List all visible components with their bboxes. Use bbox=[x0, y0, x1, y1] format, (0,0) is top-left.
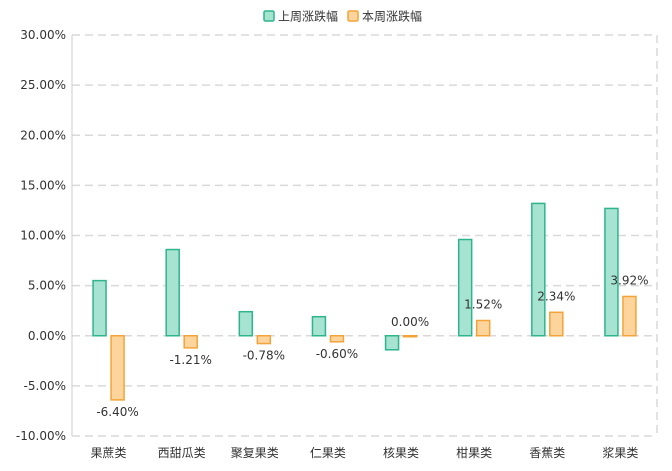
legend-swatch bbox=[347, 10, 359, 22]
y-tick-label: -5.00% bbox=[24, 379, 66, 393]
data-label: 2.34% bbox=[537, 289, 575, 303]
x-tick-label: 柑果类 bbox=[456, 445, 492, 460]
bar-series-2 bbox=[110, 335, 125, 401]
legend-label: 本周涨跌幅 bbox=[362, 9, 422, 24]
legend-swatch bbox=[263, 10, 275, 22]
data-label: -6.40% bbox=[96, 405, 138, 419]
y-tick-label: 0.00% bbox=[28, 329, 66, 343]
y-tick-label: 25.00% bbox=[20, 78, 66, 92]
y-tick-label: 15.00% bbox=[20, 178, 66, 192]
bar-series-1 bbox=[165, 248, 180, 337]
data-label: -1.21% bbox=[169, 353, 211, 367]
data-label: 0.00% bbox=[391, 315, 429, 329]
x-tick-label: 浆果类 bbox=[602, 445, 638, 460]
legend-label: 上周涨跌幅 bbox=[278, 9, 338, 24]
bar-series-2 bbox=[622, 295, 637, 337]
x-tick-label: 仁果类 bbox=[310, 446, 346, 460]
data-label: -0.78% bbox=[243, 349, 285, 363]
bar-series-2 bbox=[475, 319, 491, 337]
bars-layer bbox=[92, 202, 637, 401]
bar-series-1 bbox=[92, 279, 107, 337]
bar-series-1 bbox=[531, 202, 546, 337]
bar-series-2 bbox=[329, 335, 345, 343]
bar-series-2 bbox=[402, 335, 418, 338]
data-label: 3.92% bbox=[610, 273, 648, 287]
bar-series-2 bbox=[183, 335, 198, 349]
x-tick-label: 果蔗类 bbox=[91, 446, 127, 460]
grid-layer bbox=[71, 34, 658, 437]
x-tick-label: 西甜瓜类 bbox=[158, 446, 206, 460]
y-tick-label: 30.00% bbox=[20, 28, 66, 42]
bar-series-1 bbox=[311, 315, 327, 337]
data-label: -0.60% bbox=[316, 347, 358, 361]
y-tick-label: 10.00% bbox=[20, 229, 66, 243]
x-tick-label: 香蕉类 bbox=[529, 446, 565, 460]
legend: 上周涨跌幅 本周涨跌幅 bbox=[263, 9, 422, 24]
x-tick-label: 核果类 bbox=[383, 446, 419, 460]
y-tick-label: 20.00% bbox=[20, 128, 66, 142]
bar-series-2 bbox=[256, 335, 272, 345]
y-tick-label: 5.00% bbox=[28, 279, 66, 293]
labels-layer: 30.00% 25.00% 20.00% 15.00% 10.00% 5.00% 0.00%… bbox=[16, 28, 649, 460]
data-label: 1.52% bbox=[464, 298, 502, 312]
bar-series-1 bbox=[238, 310, 254, 337]
bar-series-1 bbox=[604, 207, 619, 337]
bar-series-1 bbox=[457, 238, 473, 337]
bar-series-2 bbox=[549, 311, 564, 337]
x-tick-label: 聚复果类 bbox=[231, 446, 279, 460]
y-tick-label: -10.00% bbox=[16, 429, 66, 443]
bar-series-1 bbox=[384, 335, 400, 351]
